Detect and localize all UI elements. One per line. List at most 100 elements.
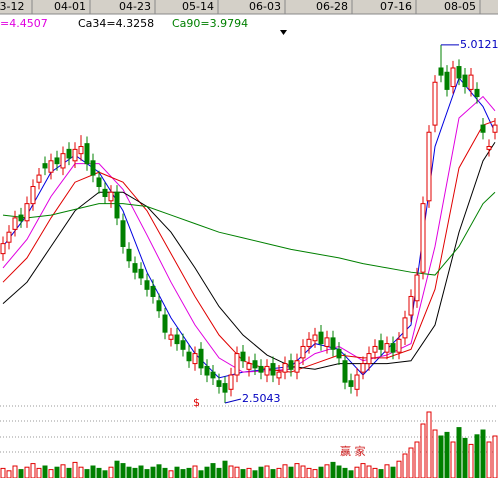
candle-body — [132, 263, 138, 273]
volume-bar — [54, 466, 60, 478]
volume-bar — [246, 467, 252, 478]
candle-body — [72, 148, 78, 162]
volume-bar — [0, 467, 6, 478]
candle-body — [288, 360, 294, 370]
volume-bar — [408, 447, 414, 478]
candle-body — [114, 191, 120, 219]
candle-body — [264, 365, 270, 376]
volume-bar — [324, 464, 330, 478]
candle-body — [420, 203, 426, 273]
volume-bar — [258, 466, 264, 478]
volume-bar — [342, 467, 348, 478]
candle-body — [108, 191, 114, 202]
candle-body — [192, 353, 198, 365]
volume-bar — [330, 461, 336, 478]
legend-entry: Ca34=4.3258 — [78, 17, 154, 30]
candle-body — [204, 365, 210, 376]
volume-bar — [414, 441, 420, 478]
volume-bar — [126, 466, 132, 478]
candle-body — [54, 157, 60, 165]
candle-body — [450, 67, 456, 88]
candle-body — [120, 220, 126, 247]
candle-body — [408, 295, 414, 316]
volume-bar — [174, 466, 180, 478]
volume-bar — [210, 463, 216, 478]
volume-bar — [204, 466, 210, 478]
candle-body — [12, 217, 18, 230]
volume-bar — [336, 465, 342, 478]
candle-body — [438, 67, 444, 76]
date-label: 06-28 — [316, 0, 348, 13]
volume-bar — [402, 453, 408, 478]
candle-body — [456, 66, 462, 79]
volume-bar — [144, 469, 150, 478]
candle-body — [378, 340, 384, 350]
volume-grid — [0, 405, 498, 453]
candle-body — [414, 274, 420, 302]
candle-body — [270, 363, 276, 376]
volume-bar — [150, 466, 156, 478]
candle-body — [276, 371, 282, 379]
low-pointer — [224, 398, 242, 404]
volume-bar — [432, 429, 438, 478]
volume-bar — [378, 469, 384, 478]
candle-body — [66, 148, 72, 159]
candle-body — [36, 174, 42, 183]
date-bar — [0, 0, 498, 14]
candle-body — [444, 71, 450, 90]
ma-line — [2, 141, 496, 370]
candle-body — [396, 338, 402, 353]
candle-body — [228, 374, 234, 390]
volume-bar — [306, 467, 312, 478]
volume-bar — [390, 466, 396, 478]
legend-entry: Ca90=3.9794 — [172, 17, 248, 30]
volume-bar — [354, 466, 360, 478]
volume-bar — [444, 431, 450, 478]
candle-body — [462, 74, 468, 88]
volume-bar — [78, 466, 84, 478]
candle-body — [174, 334, 180, 345]
candle-body — [366, 353, 372, 365]
candle-body — [300, 345, 306, 359]
candle-body — [240, 351, 246, 362]
volume-bar — [270, 469, 276, 478]
volume-bar — [48, 469, 54, 478]
volume-bar — [42, 465, 48, 478]
date-label: 3-12 — [0, 0, 24, 13]
candle-body — [318, 331, 324, 345]
volume-bar — [102, 470, 108, 478]
volume-bar — [240, 469, 246, 478]
candle-body — [156, 300, 162, 312]
candle-body — [234, 353, 240, 376]
candle-body — [18, 214, 24, 222]
volume-bar — [132, 467, 138, 478]
candle-body — [6, 231, 12, 243]
marker-symbol: $ — [193, 396, 200, 409]
volume-bar — [384, 464, 390, 478]
volume-bar — [396, 460, 402, 478]
date-label: 07-16 — [380, 0, 412, 13]
candle-body — [468, 74, 474, 90]
high-label: 5.0121 — [460, 38, 498, 51]
low-label: 2.5043 — [242, 392, 281, 405]
volume-bar — [84, 469, 90, 478]
candle-body — [252, 360, 258, 369]
candle-body — [30, 186, 36, 205]
volume-bar — [360, 463, 366, 478]
volume-bar — [222, 460, 228, 478]
date-label: 08-05 — [444, 0, 476, 13]
date-label: 06-03 — [249, 0, 281, 13]
candle-body — [372, 345, 378, 353]
volume-bar — [138, 465, 144, 478]
candle-body — [330, 337, 336, 350]
volume-bar — [96, 467, 102, 478]
volume-bar — [162, 467, 168, 478]
candle-body — [474, 88, 480, 98]
volume-bar — [372, 467, 378, 478]
candle-body — [360, 363, 366, 373]
candle-body — [432, 81, 438, 126]
candle-body — [96, 177, 102, 188]
volume-bar — [492, 435, 498, 478]
candle-body — [324, 337, 330, 347]
candle-body — [168, 334, 174, 340]
